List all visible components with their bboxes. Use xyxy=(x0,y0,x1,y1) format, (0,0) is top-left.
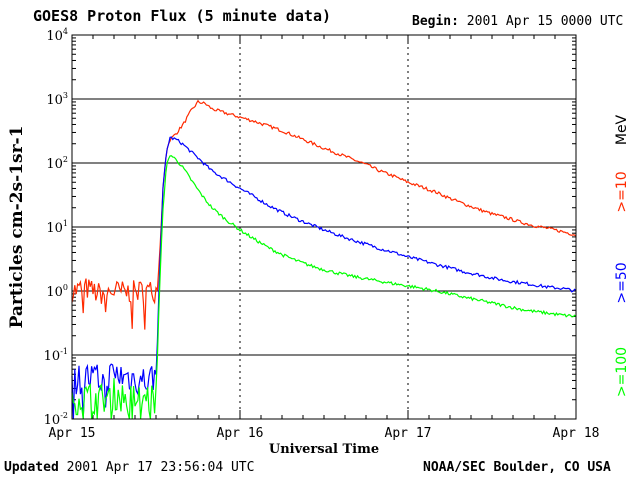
x-tick-label: Apr 17 xyxy=(385,426,432,441)
credit-label: NOAA/SEC Boulder, CO USA xyxy=(423,460,611,475)
x-tick-label: Apr 16 xyxy=(217,426,264,441)
begin-label: Begin: xyxy=(412,14,459,29)
y-axis-label: Particles cm-2s-1sr-1 xyxy=(7,126,27,329)
y-tick-label: 103 xyxy=(46,91,68,108)
series-line-ge100 xyxy=(71,155,577,420)
plot-frame xyxy=(71,34,577,420)
updated-label: Updated xyxy=(4,460,59,475)
y-tick-label: 10-1 xyxy=(44,347,68,364)
y-tick-label: 104 xyxy=(46,27,68,44)
x-axis-label: Universal Time xyxy=(269,442,379,457)
y-tick-label: 102 xyxy=(46,155,68,172)
y-tick-label: 10-2 xyxy=(44,411,68,428)
begin-timestamp: Begin: 2001 Apr 15 0000 UTC xyxy=(412,14,623,29)
legend-label: >=100 xyxy=(614,347,630,397)
series-line-ge50 xyxy=(71,136,577,420)
x-tick-label: Apr 18 xyxy=(553,426,600,441)
y-tick-label: 101 xyxy=(46,219,68,236)
chart-title: GOES8 Proton Flux (5 minute data) xyxy=(33,7,332,25)
legend-label: >=10 xyxy=(614,171,630,212)
x-tick-label: Apr 15 xyxy=(49,426,96,441)
series-line-ge10 xyxy=(71,99,577,330)
legend-label: >=50 xyxy=(614,262,630,303)
legend-label: MeV xyxy=(614,114,630,145)
y-tick-label: 100 xyxy=(46,283,68,300)
updated-value: 2001 Apr 17 23:56:04 UTC xyxy=(66,460,255,475)
updated-timestamp: Updated 2001 Apr 17 23:56:04 UTC xyxy=(4,460,254,475)
begin-value: 2001 Apr 15 0000 UTC xyxy=(466,14,624,29)
